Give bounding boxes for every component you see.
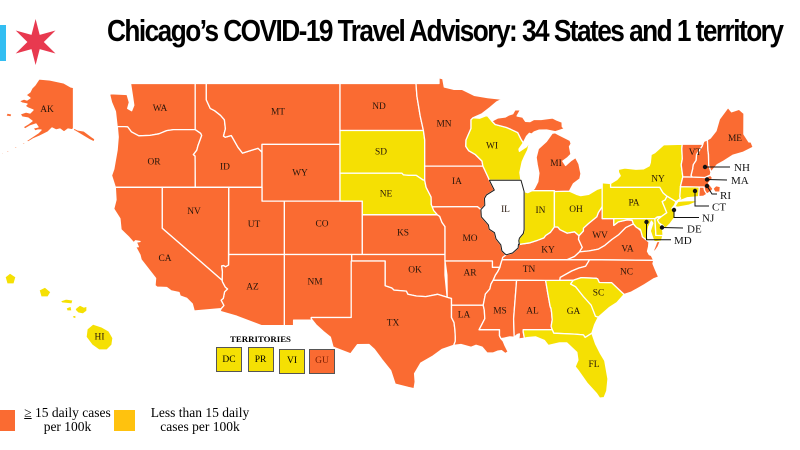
svg-text:FL: FL [589, 360, 600, 370]
svg-text:HI: HI [95, 333, 105, 343]
svg-text:IN: IN [536, 206, 546, 216]
svg-text:MD: MD [674, 235, 692, 247]
svg-text:NJ: NJ [702, 213, 715, 225]
svg-text:WV: WV [592, 231, 608, 241]
svg-text:NM: NM [307, 278, 323, 288]
svg-text:OH: OH [569, 205, 583, 215]
svg-text:MI: MI [550, 159, 561, 169]
svg-text:NV: NV [187, 207, 201, 217]
svg-text:PA: PA [628, 199, 639, 209]
svg-text:AR: AR [463, 269, 477, 279]
svg-text:WY: WY [292, 169, 308, 179]
svg-text:VT: VT [689, 148, 702, 158]
svg-text:KY: KY [541, 246, 555, 256]
svg-text:IA: IA [452, 177, 462, 187]
svg-text:ME: ME [728, 134, 742, 144]
svg-text:TX: TX [387, 319, 400, 329]
svg-text:OR: OR [147, 158, 161, 168]
svg-text:NH: NH [734, 162, 750, 174]
svg-text:DE: DE [687, 224, 702, 236]
svg-text:RI: RI [720, 190, 731, 202]
svg-text:MO: MO [462, 234, 477, 244]
svg-text:GA: GA [567, 307, 581, 317]
svg-text:MA: MA [731, 175, 749, 187]
svg-text:SD: SD [375, 148, 387, 158]
svg-text:AL: AL [526, 307, 539, 317]
svg-text:CO: CO [315, 220, 328, 230]
svg-text:AK: AK [40, 105, 54, 115]
svg-text:WI: WI [486, 142, 498, 152]
svg-text:NE: NE [380, 190, 393, 200]
svg-text:VA: VA [621, 245, 634, 255]
svg-text:MS: MS [493, 307, 507, 317]
svg-text:NC: NC [620, 268, 633, 278]
svg-text:LA: LA [458, 311, 471, 321]
svg-text:AZ: AZ [246, 283, 259, 293]
svg-text:KS: KS [397, 229, 409, 239]
svg-text:IL: IL [501, 205, 510, 215]
svg-text:NY: NY [651, 175, 665, 185]
svg-text:TN: TN [523, 265, 536, 275]
svg-text:UT: UT [248, 220, 261, 230]
svg-text:SC: SC [593, 289, 604, 299]
svg-text:ID: ID [220, 163, 230, 173]
svg-text:OK: OK [408, 266, 422, 276]
svg-text:MT: MT [271, 108, 285, 118]
svg-text:CA: CA [158, 254, 171, 264]
svg-text:MN: MN [436, 120, 451, 130]
svg-text:ND: ND [372, 102, 386, 112]
svg-text:CT: CT [712, 202, 726, 214]
svg-text:WA: WA [153, 104, 168, 114]
